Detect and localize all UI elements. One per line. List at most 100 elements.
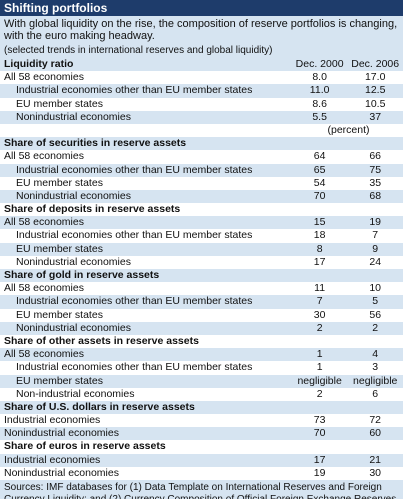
cell: 10.5 — [364, 97, 386, 110]
cell: 64 — [313, 150, 326, 163]
cell: 4 — [372, 348, 379, 361]
cell: 2 — [372, 321, 379, 334]
row-label: Industrial economies — [4, 453, 101, 466]
cell: 11 — [314, 282, 326, 295]
cell: 60 — [369, 427, 382, 440]
cell: 21 — [369, 453, 382, 466]
table-row: EU member states negligible negligible — [0, 375, 403, 388]
table-row: (percent) — [0, 123, 403, 138]
table-row: EU member states 8.6 10.5 — [0, 97, 403, 111]
row-label: Non-industrial economies — [16, 387, 135, 400]
table-row: Industrial economies other than EU membe… — [0, 361, 403, 375]
cell: 3 — [372, 361, 379, 374]
cell: 6 — [372, 387, 379, 400]
cell: 5 — [372, 295, 379, 308]
row-label: Industrial economies other than EU membe… — [16, 84, 253, 97]
section-title: Share of U.S. dollars in reserve assets — [4, 400, 195, 413]
row-label: Industrial economies other than EU membe… — [16, 295, 253, 308]
cell: 37 — [369, 110, 382, 123]
table-row: Nonindustrial economies 70 68 — [0, 190, 403, 203]
table-row: Industrial economies other than EU membe… — [0, 295, 403, 308]
table-row: All 58 economies 15 19 — [0, 216, 403, 229]
row-label: Industrial economies other than EU membe… — [16, 163, 253, 176]
row-label: All 58 economies — [4, 282, 84, 295]
cell: 54 — [313, 176, 326, 189]
table-row: Share of other assets in reserve assets — [0, 334, 403, 349]
row-label: EU member states — [16, 374, 103, 387]
column-header: Dec. 2000 — [295, 58, 344, 70]
table-row: Share of euros in reserve assets — [0, 440, 403, 454]
table-row: Nonindustrial economies 19 30 — [0, 466, 403, 480]
table-row: Share of securities in reserve assets — [0, 137, 403, 150]
table-row: All 58 economies 1 4 — [0, 348, 403, 361]
row-label: Nonindustrial economies — [16, 110, 131, 123]
cell: 11.0 — [309, 84, 330, 97]
table-row: All 58 economies 64 66 — [0, 150, 403, 164]
table-row: All 58 economies 8.0 17.0 — [0, 71, 403, 85]
row-label: EU member states — [16, 242, 103, 255]
section-title: Share of gold in reserve assets — [4, 269, 160, 281]
cell: 10 — [369, 282, 382, 295]
cell: 73 — [313, 414, 326, 427]
cell: 70 — [313, 427, 326, 440]
table-row: Industrial economies other than EU membe… — [0, 164, 403, 177]
table-row: EU member states 30 56 — [0, 308, 403, 322]
table-row: Industrial economies 17 21 — [0, 454, 403, 467]
table-row: EU member states 8 9 — [0, 243, 403, 256]
cell: 5.5 — [312, 110, 327, 123]
cell: 7 — [316, 295, 323, 308]
table: Liquidity ratio Dec. 2000 Dec. 2006 All 58 … — [0, 58, 403, 480]
row-label: Nonindustrial economies — [4, 427, 119, 440]
cell: 9 — [372, 242, 379, 255]
cell: 1 — [316, 361, 323, 374]
row-label: All 58 economies — [4, 150, 84, 163]
table-row: Industrial economies other than EU membe… — [0, 229, 403, 243]
row-label: Industrial economies other than EU membe… — [16, 361, 253, 374]
table-row: Non-industrial economies 2 6 — [0, 387, 403, 401]
row-label: Industrial economies — [4, 414, 101, 427]
section-title: Share of euros in reserve assets — [4, 440, 166, 453]
cell: 30 — [369, 466, 382, 479]
cell: negligible — [353, 374, 398, 387]
table-row: Liquidity ratio Dec. 2000 Dec. 2006 — [0, 58, 403, 71]
cell: 30 — [313, 308, 326, 321]
cell: 18 — [313, 229, 326, 242]
table-row: EU member states 54 35 — [0, 176, 403, 190]
row-label: Nonindustrial economies — [16, 255, 131, 268]
cell: 24 — [369, 255, 382, 268]
cell: 68 — [369, 189, 382, 202]
cell: 17 — [313, 255, 326, 268]
cell: 8 — [316, 242, 323, 255]
row-label: EU member states — [16, 97, 103, 110]
cell: 19 — [369, 216, 382, 229]
table-row: Industrial economies other than EU membe… — [0, 84, 403, 97]
table-row: Nonindustrial economies 70 60 — [0, 427, 403, 440]
cell: 8.0 — [312, 71, 327, 84]
subtitle: With global liquidity on the rise, the c… — [4, 18, 398, 42]
cell: 2 — [316, 321, 323, 334]
table-row: Share of deposits in reserve assets — [0, 203, 403, 217]
row-label: All 58 economies — [4, 216, 84, 229]
cell: 56 — [369, 308, 382, 321]
unit-label: (percent) — [327, 123, 370, 136]
cell: 70 — [313, 189, 326, 202]
section-title: Share of deposits in reserve assets — [4, 203, 181, 216]
cell: 15 — [313, 216, 326, 229]
cell: negligible — [297, 374, 342, 387]
cell: 8.6 — [312, 97, 327, 110]
table-row: Nonindustrial economies 2 2 — [0, 322, 403, 335]
table-row: Share of U.S. dollars in reserve assets — [0, 401, 403, 414]
cell: 65 — [313, 163, 326, 176]
table-row: Share of gold in reserve assets — [0, 269, 403, 282]
cell: 66 — [369, 150, 382, 163]
column-header: Dec. 2006 — [351, 58, 400, 70]
row-label: EU member states — [16, 176, 103, 189]
row-label: Nonindustrial economies — [16, 189, 131, 202]
cell: 17.0 — [364, 71, 386, 84]
cell: 1 — [316, 348, 323, 361]
row-label: Nonindustrial economies — [4, 466, 119, 479]
row-label: Nonindustrial economies — [16, 321, 131, 334]
source: Sources: IMF databases for (1) Data Temp… — [4, 482, 399, 499]
note: (selected trends in international reserv… — [4, 45, 273, 56]
